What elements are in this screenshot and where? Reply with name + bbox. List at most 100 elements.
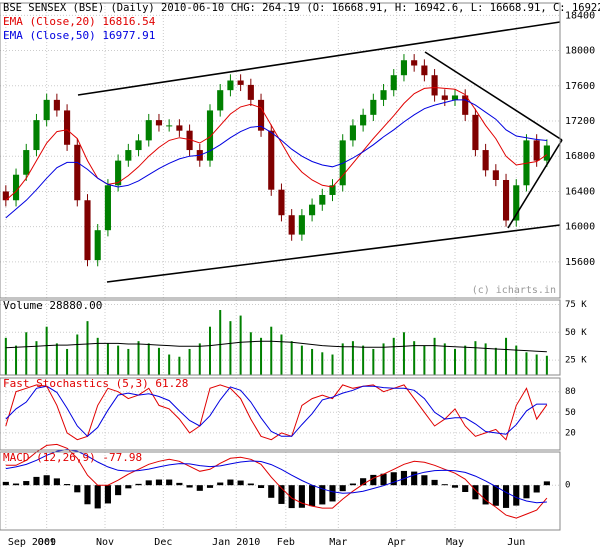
- panel-title: BSE SENSEX (BSE) (Daily) 2010-06-10 CHG:…: [3, 2, 600, 14]
- macd-histogram-bar: [104, 485, 111, 504]
- macd-histogram-bar: [441, 484, 448, 486]
- x-tick-label: Oct: [38, 537, 56, 548]
- trend-line: [424, 51, 563, 141]
- macd-histogram-bar: [115, 485, 122, 496]
- panel-frame: [0, 2, 561, 299]
- volume-bar: [178, 356, 181, 375]
- macd-histogram-bar: [155, 479, 163, 486]
- candle-body: [155, 120, 163, 126]
- x-tick-label: May: [446, 537, 464, 548]
- volume-bar: [382, 343, 385, 375]
- macd-histogram-bar: [329, 485, 336, 502]
- volume-bar: [219, 310, 222, 375]
- volume-bar: [402, 332, 405, 375]
- volume-bar: [372, 348, 375, 375]
- candle-body: [186, 130, 193, 151]
- candle-body: [543, 145, 550, 161]
- x-tick-label: Apr: [388, 537, 406, 548]
- macd-histogram-bar: [217, 482, 224, 486]
- candle-body: [462, 95, 469, 115]
- volume-bar: [423, 345, 426, 375]
- ema-line: [5, 86, 548, 201]
- macd-histogram-bar: [523, 485, 530, 499]
- volume-bar: [96, 337, 99, 375]
- macd-histogram-bar: [533, 485, 540, 493]
- volume-bar: [209, 326, 211, 375]
- candle-body: [74, 144, 81, 201]
- macd-histogram-bar: [492, 485, 499, 506]
- candle-body: [482, 150, 489, 171]
- marks: [2, 54, 550, 519]
- macd-histogram-bar: [319, 485, 326, 505]
- volume-bar: [413, 341, 416, 375]
- x-tick-label: Jun: [507, 537, 525, 548]
- macd-histogram-bar: [349, 483, 356, 486]
- watermark: (c) icharts.in: [472, 285, 556, 296]
- volume-bar: [464, 345, 467, 375]
- trend-line: [77, 21, 561, 96]
- volume-bar: [66, 348, 69, 375]
- x-tick-label: Sep 2009: [8, 537, 56, 548]
- macd-histogram-bar: [12, 483, 20, 486]
- candle-body: [319, 194, 326, 205]
- volume-bar: [300, 345, 303, 375]
- macd-histogram-bar: [74, 485, 81, 493]
- macd-histogram-bar: [247, 483, 254, 486]
- x-tick-label: Feb: [277, 537, 295, 548]
- volume-bar: [35, 341, 38, 375]
- macd-histogram-bar: [43, 475, 50, 486]
- legend-entry: EMA (Close,50) 16977.91: [3, 29, 155, 42]
- candle-body: [166, 125, 173, 127]
- macd-histogram-bar: [33, 476, 40, 486]
- volume-bar: [76, 334, 79, 375]
- volume-bar: [239, 315, 242, 375]
- candle-body: [206, 110, 214, 161]
- volume-bar: [117, 345, 120, 375]
- panel-frame: [0, 377, 561, 451]
- macd-histogram-bar: [64, 484, 71, 486]
- volume-bar: [505, 337, 508, 375]
- candle-body: [227, 80, 234, 91]
- y-tick-label: 25 K: [565, 356, 587, 366]
- volume-average: [5, 340, 547, 353]
- macd-histogram-bar: [309, 485, 316, 507]
- candle-body: [53, 99, 60, 111]
- macd-histogram-bar: [227, 479, 234, 486]
- x-tick-label: Mar: [329, 537, 347, 548]
- candle-body: [472, 114, 479, 151]
- y-tick-label: 16400: [565, 186, 595, 197]
- candle-body: [492, 170, 499, 180]
- volume-bar: [25, 332, 28, 375]
- macd-histogram-bar: [288, 485, 295, 509]
- x-tick-label: Jan 2010: [212, 537, 260, 548]
- macd-histogram-bar: [176, 482, 183, 486]
- macd-histogram-bar: [268, 485, 275, 498]
- candle-body: [115, 160, 122, 186]
- candle-body: [247, 84, 254, 100]
- volume-bar: [515, 345, 518, 375]
- candle-body: [217, 90, 224, 111]
- candle-body: [513, 185, 520, 221]
- macd-histogram-bar: [543, 481, 550, 486]
- candle-body: [288, 215, 295, 235]
- candle-body: [125, 150, 132, 161]
- candle-body: [33, 120, 40, 151]
- ema-line: [5, 99, 547, 219]
- macd-histogram-bar: [166, 479, 173, 486]
- volume-bar: [454, 348, 456, 375]
- macd-histogram-bar: [145, 480, 152, 486]
- volume-bar: [484, 343, 487, 375]
- y-tick-label: 15600: [565, 257, 595, 268]
- macd-histogram-bar: [84, 485, 91, 505]
- y-tick-label: 0: [565, 481, 570, 491]
- x-tick-label: Nov: [96, 537, 114, 548]
- macd-histogram-bar: [94, 485, 101, 509]
- candle-body: [390, 75, 397, 91]
- volume-bar: [260, 337, 263, 375]
- macd-histogram-bar: [482, 485, 489, 505]
- candle-body: [64, 110, 71, 145]
- candle-body: [400, 60, 408, 76]
- volume-bar: [341, 343, 344, 375]
- candle-body: [431, 75, 438, 96]
